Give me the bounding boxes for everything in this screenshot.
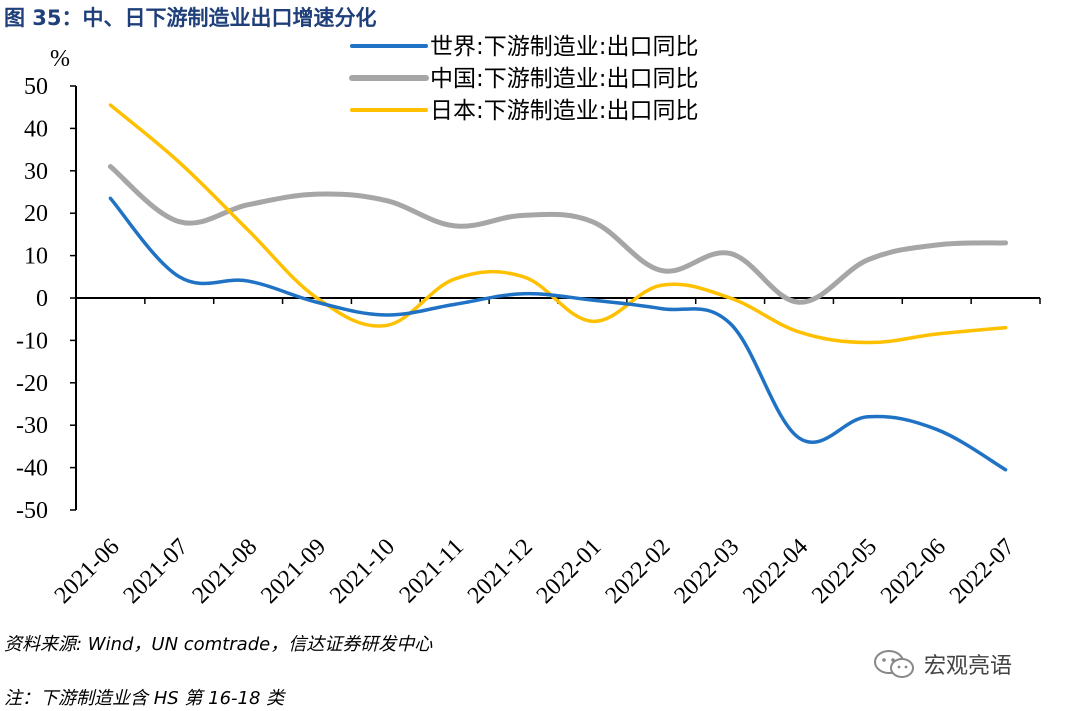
source-note: 资料来源: Wind，UN comtrade，信达证券研发中心 bbox=[4, 634, 433, 655]
x-tick-label: 2022-06 bbox=[876, 534, 951, 609]
x-tick-label: 2021-08 bbox=[187, 534, 262, 609]
axes bbox=[70, 85, 1041, 511]
y-tick-label: -10 bbox=[16, 328, 48, 354]
y-tick-labels: 50 40 30 20 10 0 -10 -20 -30 -40 -50 bbox=[16, 74, 48, 524]
x-tick-label: 2021-11 bbox=[395, 534, 469, 608]
y-tick-label: -40 bbox=[16, 456, 48, 482]
y-tick-label: 0 bbox=[36, 286, 48, 312]
x-tick-label: 2022-01 bbox=[532, 534, 607, 609]
figure-title: 图 35：中、日下游制造业出口增速分化 bbox=[4, 6, 377, 30]
x-tick-label: 2022-03 bbox=[669, 534, 744, 609]
series-lines bbox=[107, 103, 1009, 472]
x-tick-label: 2021-07 bbox=[119, 534, 194, 609]
y-tick-label: 10 bbox=[24, 244, 48, 270]
footnote: 注：下游制造业含 HS 第 16-18 类 bbox=[4, 688, 285, 709]
x-tick-label: 2022-07 bbox=[945, 534, 1020, 609]
series-line-2 bbox=[108, 103, 1008, 345]
wechat-icon bbox=[874, 650, 914, 678]
x-tick-label: 2021-06 bbox=[50, 534, 125, 609]
legend-label: 中国:下游制造业:出口同比 bbox=[430, 66, 699, 92]
y-tick-label: -30 bbox=[16, 413, 48, 439]
y-tick-label: -20 bbox=[16, 371, 48, 397]
y-tick-label: 30 bbox=[24, 159, 48, 185]
series-line-0 bbox=[108, 196, 1008, 472]
legend-label: 世界:下游制造业:出口同比 bbox=[430, 34, 699, 60]
series-line-1 bbox=[107, 164, 1009, 305]
legend-label: 日本:下游制造业:出口同比 bbox=[430, 98, 699, 124]
x-tick-label: 2022-05 bbox=[807, 534, 882, 609]
watermark: 宏观亮语 bbox=[872, 648, 1012, 680]
x-tick-labels: 2021-062021-072021-082021-092021-102021-… bbox=[50, 534, 1020, 609]
x-tick-label: 2022-02 bbox=[601, 534, 676, 609]
y-tick-label: 40 bbox=[24, 116, 48, 142]
y-tick-label: 20 bbox=[24, 201, 48, 227]
x-tick-label: 2021-10 bbox=[325, 534, 400, 609]
x-tick-label: 2021-12 bbox=[463, 534, 538, 609]
x-tick-label: 2021-09 bbox=[256, 534, 331, 609]
y-tick-label: -50 bbox=[16, 498, 48, 524]
x-tick-label: 2022-04 bbox=[738, 534, 813, 609]
y-tick-label: 50 bbox=[24, 74, 48, 100]
watermark-text: 宏观亮语 bbox=[924, 654, 1013, 679]
y-axis-unit: % bbox=[50, 46, 70, 72]
